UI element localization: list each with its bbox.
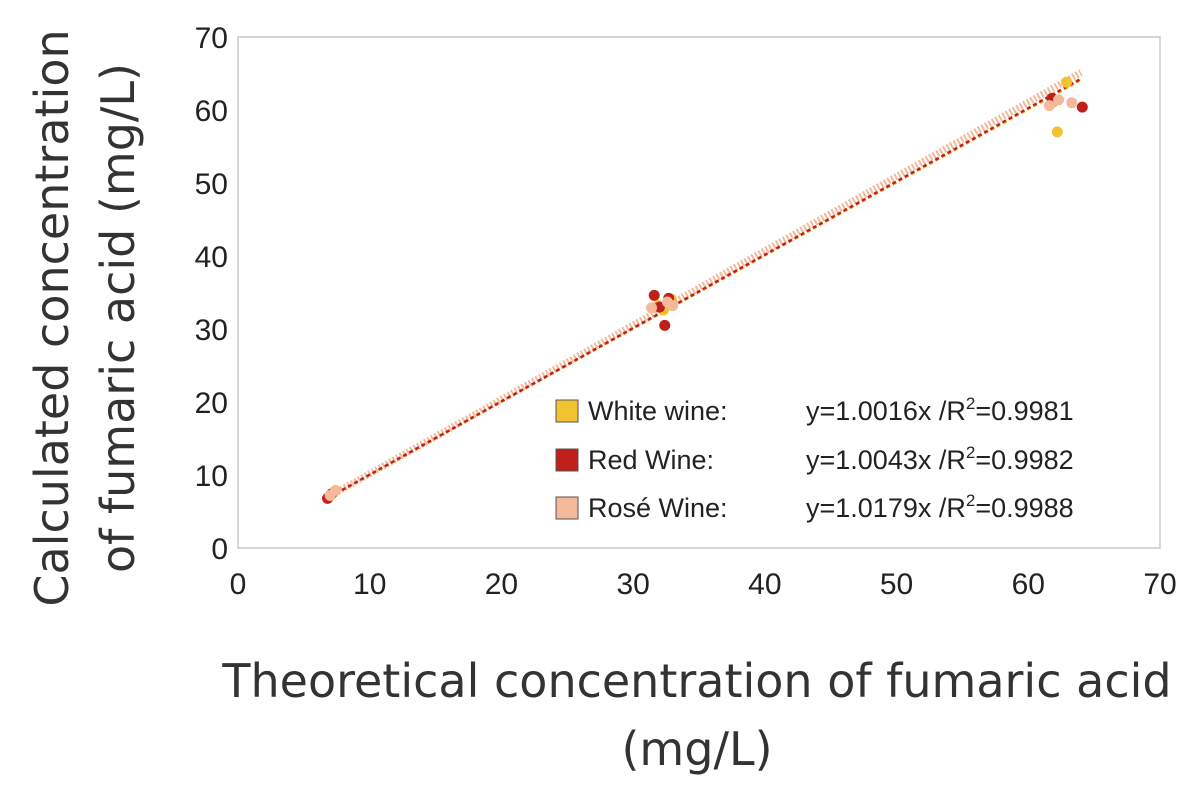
legend-swatch-rose: [555, 496, 579, 520]
legend-label-rose: Rosé Wine:: [588, 493, 728, 523]
data-point: [1051, 126, 1063, 138]
y-tick-label: 30: [195, 314, 228, 347]
y-tick-labels: 0 10 20 30 40 50 60 70: [195, 22, 228, 566]
x-axis-title-line-2: (mg/L): [621, 722, 772, 776]
x-tick-label: 60: [1012, 568, 1045, 601]
legend-swatch-white: [555, 399, 579, 423]
y-axis-title-line-1: Calculated concentration: [25, 29, 79, 606]
y-tick-label: 40: [195, 241, 228, 274]
legend-label-red: Red Wine:: [588, 445, 714, 475]
legend-equation-white: y=1.0016x /R2=0.9981: [806, 394, 1074, 426]
y-tick-label: 50: [195, 168, 228, 201]
trend-line: [321, 69, 1083, 503]
trend-line: [323, 77, 1082, 502]
data-point: [646, 302, 658, 314]
data-point: [648, 289, 660, 301]
x-tick-label: 70: [1143, 568, 1176, 601]
legend-equation-red: y=1.0043x /R2=0.9982: [806, 443, 1074, 475]
data-points: [322, 76, 1088, 504]
data-point: [1066, 97, 1078, 109]
legend-entry-rose: Rosé Wine: y=1.0179x /R2=0.9988: [555, 491, 1074, 523]
y-tick-label: 20: [195, 387, 228, 420]
x-tick-label: 30: [616, 568, 649, 601]
x-axis-title-line-1: Theoretical concentration of fumaric aci…: [221, 654, 1171, 708]
y-tick-label: 60: [195, 95, 228, 128]
x-tick-label: 10: [353, 568, 386, 601]
legend-equation-rose: y=1.0179x /R2=0.9988: [806, 491, 1074, 523]
y-tick-label: 70: [195, 22, 228, 55]
x-tick-label: 40: [748, 568, 781, 601]
legend-entry-white: White wine: y=1.0016x /R2=0.9981: [555, 394, 1074, 426]
trend-lines: [321, 69, 1083, 503]
data-point: [659, 319, 671, 331]
data-point: [329, 484, 341, 496]
x-tick-label: 50: [880, 568, 913, 601]
x-tick-labels: 0 10 20 30 40 50 60 70: [230, 568, 1177, 601]
y-axis-title-line-2: of fumaric acid (mg/L): [91, 63, 145, 573]
data-point: [667, 300, 679, 312]
data-point: [1060, 76, 1072, 88]
x-tick-label: 0: [230, 568, 247, 601]
legend-swatch-red: [555, 448, 579, 472]
data-point: [1053, 94, 1065, 106]
data-point: [1043, 100, 1055, 112]
x-tick-label: 20: [485, 568, 518, 601]
data-point: [1076, 101, 1088, 113]
legend: White wine: y=1.0016x /R2=0.9981 Red Win…: [555, 394, 1074, 523]
data-point: [653, 301, 665, 313]
legend-entry-red: Red Wine: y=1.0043x /R2=0.9982: [555, 443, 1074, 475]
y-tick-label: 0: [211, 533, 228, 566]
y-tick-label: 10: [195, 460, 228, 493]
legend-label-white: White wine:: [588, 396, 728, 426]
